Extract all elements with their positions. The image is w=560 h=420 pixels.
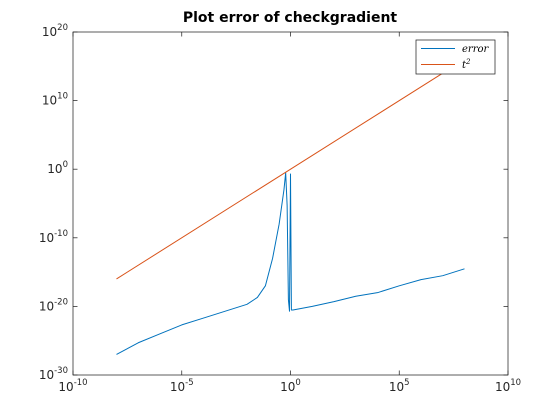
x-tick-exp: -10 bbox=[74, 378, 88, 388]
y-tick-base: 10 bbox=[39, 368, 54, 382]
x-tick-base: 10 bbox=[58, 380, 73, 394]
legend: error t2 bbox=[415, 39, 496, 75]
x-tick-label: 105 bbox=[389, 378, 410, 394]
y-tick-exp: -20 bbox=[54, 297, 68, 307]
series-line-t-2 bbox=[116, 59, 465, 280]
y-tick-base: 10 bbox=[39, 231, 54, 245]
y-tick-label: 10-20 bbox=[39, 297, 68, 313]
y-tick-label: 10-30 bbox=[39, 366, 68, 382]
legend-box bbox=[415, 39, 496, 75]
x-tick-exp: 0 bbox=[295, 378, 300, 388]
chart-title: Plot error of checkgradient bbox=[183, 10, 398, 26]
legend-label-t-squared-exp: 2 bbox=[465, 58, 471, 66]
x-tick-base: 10 bbox=[280, 380, 295, 394]
ticks-layer: 10-10 10-5 100 105 101010-3010-2010-10100101… bbox=[39, 23, 521, 394]
legend-label-error: error bbox=[462, 44, 489, 55]
series-layer bbox=[116, 59, 465, 355]
x-tick-label: 10-10 bbox=[58, 378, 87, 394]
x-tick-exp: -5 bbox=[185, 378, 193, 388]
x-tick-label: 10-5 bbox=[170, 378, 194, 394]
legend-label-t-squared-base: t bbox=[462, 60, 467, 71]
y-tick-base: 10 bbox=[42, 25, 57, 39]
legend-label-t-squared: t2 bbox=[462, 58, 471, 71]
x-tick-label: 1010 bbox=[495, 378, 521, 394]
x-tick-base: 10 bbox=[170, 380, 185, 394]
x-tick-exp: 10 bbox=[510, 378, 521, 388]
y-tick-label: 1010 bbox=[42, 92, 68, 108]
y-tick-base: 10 bbox=[47, 162, 62, 176]
x-tick-base: 10 bbox=[389, 380, 404, 394]
x-tick-exp: 5 bbox=[404, 378, 409, 388]
y-tick-label: 1020 bbox=[42, 23, 68, 39]
y-tick-exp: 20 bbox=[57, 23, 68, 33]
y-tick-exp: -30 bbox=[54, 366, 68, 376]
y-tick-label: 10-10 bbox=[39, 229, 68, 245]
x-tick-label: 100 bbox=[280, 378, 301, 394]
y-tick-label: 100 bbox=[47, 160, 68, 176]
y-tick-base: 10 bbox=[42, 94, 57, 108]
series-line-error bbox=[116, 172, 465, 355]
x-tick-base: 10 bbox=[495, 380, 510, 394]
y-tick-exp: 10 bbox=[57, 92, 68, 102]
y-tick-exp: -10 bbox=[54, 229, 68, 239]
y-tick-exp: 0 bbox=[63, 160, 68, 170]
y-tick-base: 10 bbox=[39, 299, 54, 313]
